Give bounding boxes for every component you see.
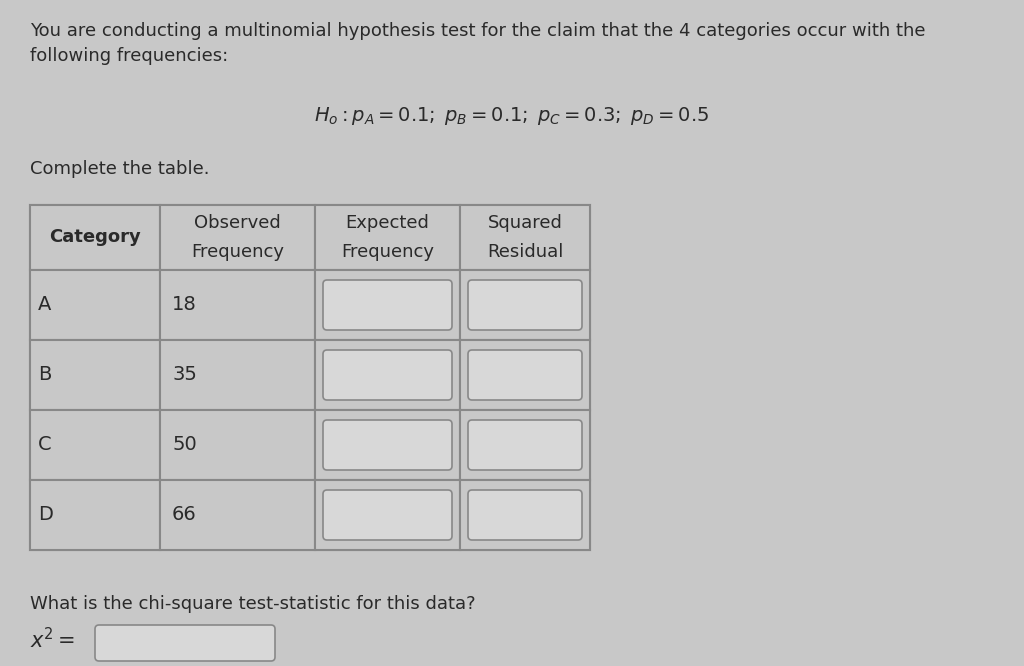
Text: Observed: Observed — [195, 214, 281, 232]
Text: Category: Category — [49, 228, 141, 246]
Text: C: C — [38, 436, 51, 454]
FancyBboxPatch shape — [323, 350, 452, 400]
FancyBboxPatch shape — [468, 420, 582, 470]
Text: 35: 35 — [172, 366, 197, 384]
Text: A: A — [38, 296, 51, 314]
FancyBboxPatch shape — [468, 280, 582, 330]
Text: B: B — [38, 366, 51, 384]
Text: You are conducting a multinomial hypothesis test for the claim that the 4 catego: You are conducting a multinomial hypothe… — [30, 22, 926, 65]
Text: Residual: Residual — [486, 243, 563, 261]
Text: $H_o: p_A = 0.1;\; p_B = 0.1;\; p_C = 0.3;\; p_D = 0.5$: $H_o: p_A = 0.1;\; p_B = 0.1;\; p_C = 0.… — [314, 105, 710, 127]
Bar — [315, 410, 460, 480]
Bar — [160, 270, 315, 340]
Bar — [160, 480, 315, 550]
Bar — [315, 270, 460, 340]
Text: D: D — [38, 505, 53, 525]
Text: Expected: Expected — [345, 214, 429, 232]
Bar — [160, 340, 315, 410]
Text: Frequency: Frequency — [341, 243, 434, 261]
FancyBboxPatch shape — [468, 490, 582, 540]
Bar — [30, 340, 160, 410]
Text: $x^2 =$: $x^2 =$ — [30, 627, 75, 652]
FancyBboxPatch shape — [95, 625, 275, 661]
Bar — [460, 205, 590, 270]
FancyBboxPatch shape — [323, 280, 452, 330]
Bar — [160, 205, 315, 270]
Text: Frequency: Frequency — [191, 243, 284, 261]
Bar — [30, 410, 160, 480]
FancyBboxPatch shape — [323, 420, 452, 470]
Bar — [460, 270, 590, 340]
Bar — [315, 480, 460, 550]
FancyBboxPatch shape — [468, 350, 582, 400]
Bar — [460, 410, 590, 480]
Bar — [30, 205, 160, 270]
Text: What is the chi-square test-statistic for this data?: What is the chi-square test-statistic fo… — [30, 595, 475, 613]
Bar — [315, 205, 460, 270]
FancyBboxPatch shape — [323, 490, 452, 540]
Bar — [30, 480, 160, 550]
Bar — [460, 480, 590, 550]
Bar — [460, 340, 590, 410]
Text: Squared: Squared — [487, 214, 562, 232]
Text: 50: 50 — [172, 436, 197, 454]
Text: Complete the table.: Complete the table. — [30, 160, 210, 178]
Bar — [315, 340, 460, 410]
Text: 66: 66 — [172, 505, 197, 525]
Bar — [160, 410, 315, 480]
Text: 18: 18 — [172, 296, 197, 314]
Bar — [30, 270, 160, 340]
Bar — [30, 205, 590, 550]
